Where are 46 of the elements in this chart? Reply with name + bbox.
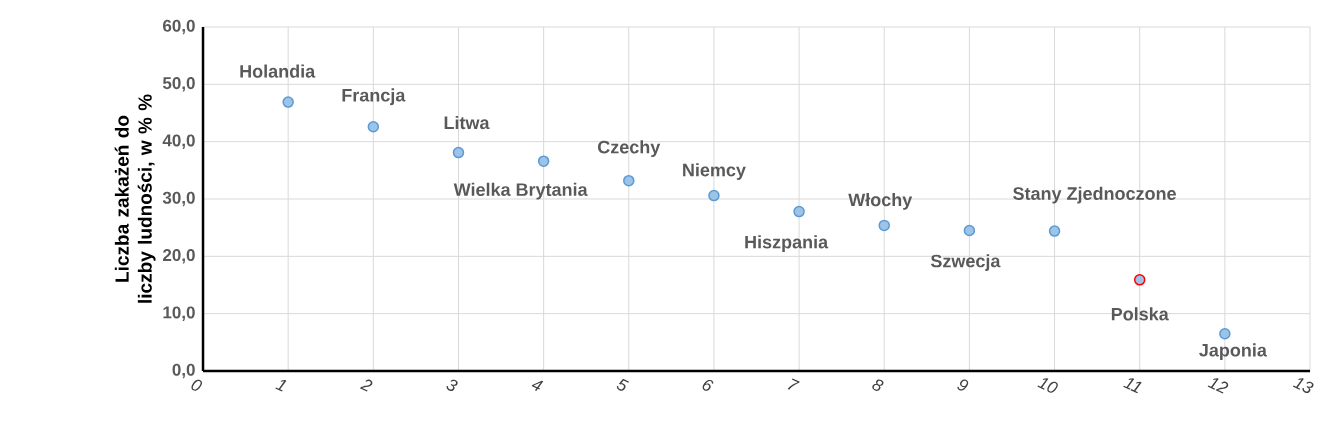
annotation: Szwecja: [930, 254, 1001, 271]
x-tick-label: 8: [872, 379, 884, 391]
point: [452, 146, 465, 159]
point: [623, 174, 635, 187]
annotation: Włochy: [848, 192, 913, 210]
point: [1048, 225, 1061, 237]
y-tick-label: 40,0: [162, 134, 195, 149]
y-tick-label: 60,0: [163, 19, 195, 35]
y-axis-title: Liczba zakażeń do liczby ludności, w % %: [114, 94, 156, 303]
annotation: Stany Zjednoczone: [1013, 186, 1176, 204]
annotation: Francja: [342, 88, 406, 106]
annotation: Japonia: [1199, 343, 1267, 361]
x-tick-label: 5: [616, 378, 630, 391]
annotation: Niemcy: [683, 163, 746, 180]
annotation: Hiszpania: [745, 235, 829, 252]
x-tick-label: 13: [1292, 378, 1314, 393]
x-tick-label: 2: [359, 379, 373, 392]
point: [282, 96, 294, 108]
point: [708, 189, 720, 202]
annotation: Litwa: [444, 115, 490, 130]
y-tick-label: 0,0: [172, 363, 195, 379]
point: [963, 224, 976, 237]
x-tick-label: 0: [191, 379, 203, 391]
x-tick-label: 6: [702, 379, 714, 391]
point: [1133, 274, 1146, 286]
y-tick-label: 20,0: [163, 249, 195, 264]
annotation: Wielka Brytania: [453, 182, 588, 200]
x-tick-label: 3: [446, 379, 458, 391]
x-tick-label: 7: [787, 378, 800, 390]
point: [878, 219, 890, 232]
x-tick-label: 9: [957, 379, 969, 391]
x-tick-label: 12: [1207, 378, 1229, 394]
x-tick-label: 10: [1037, 378, 1058, 393]
y-tick-label: 50,0: [162, 77, 195, 92]
x-tick-label: 4: [531, 380, 544, 391]
x-tick-label: 11: [1123, 378, 1142, 394]
x-tick-label: 1: [275, 380, 287, 392]
y-tick-label: 10,0: [163, 306, 195, 321]
annotation: Holandia: [240, 64, 316, 78]
y-tick-label: 30,0: [162, 191, 195, 207]
point: [367, 121, 380, 133]
annotation: Czechy: [598, 140, 661, 158]
point: [793, 205, 805, 218]
point: [537, 155, 550, 167]
point: [1219, 327, 1231, 340]
annotation: Polska: [1111, 307, 1169, 321]
